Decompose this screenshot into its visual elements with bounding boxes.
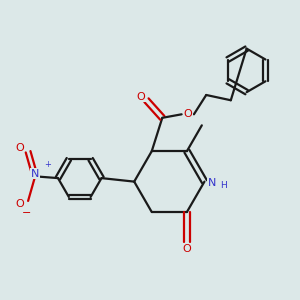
Text: O: O — [184, 109, 192, 119]
Text: O: O — [15, 143, 24, 153]
Text: O: O — [182, 244, 191, 254]
Text: N: N — [208, 178, 216, 188]
Text: N: N — [31, 169, 39, 179]
Text: +: + — [44, 160, 51, 169]
Text: O: O — [15, 200, 24, 209]
Text: O: O — [137, 92, 146, 102]
Text: −: − — [22, 208, 31, 218]
Text: H: H — [220, 181, 227, 190]
